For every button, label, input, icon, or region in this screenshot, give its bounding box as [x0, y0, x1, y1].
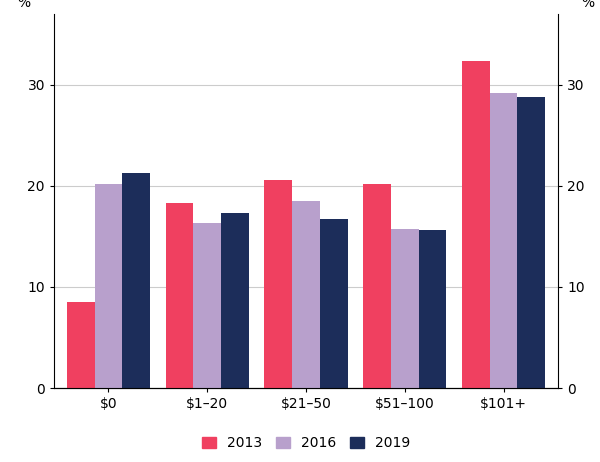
- Bar: [391, 229, 419, 388]
- Bar: [265, 180, 292, 388]
- Bar: [122, 173, 150, 388]
- Bar: [292, 201, 320, 388]
- Bar: [490, 93, 517, 388]
- Legend: 2013, 2016, 2019: 2013, 2016, 2019: [202, 436, 410, 450]
- Bar: [67, 302, 95, 388]
- Text: %: %: [17, 0, 31, 10]
- Bar: [166, 203, 193, 388]
- Bar: [517, 97, 545, 388]
- Bar: [462, 61, 490, 388]
- Bar: [95, 184, 122, 388]
- Text: %: %: [581, 0, 595, 10]
- Bar: [364, 184, 391, 388]
- Bar: [320, 219, 347, 388]
- Bar: [193, 223, 221, 388]
- Bar: [221, 213, 248, 388]
- Bar: [419, 230, 446, 388]
